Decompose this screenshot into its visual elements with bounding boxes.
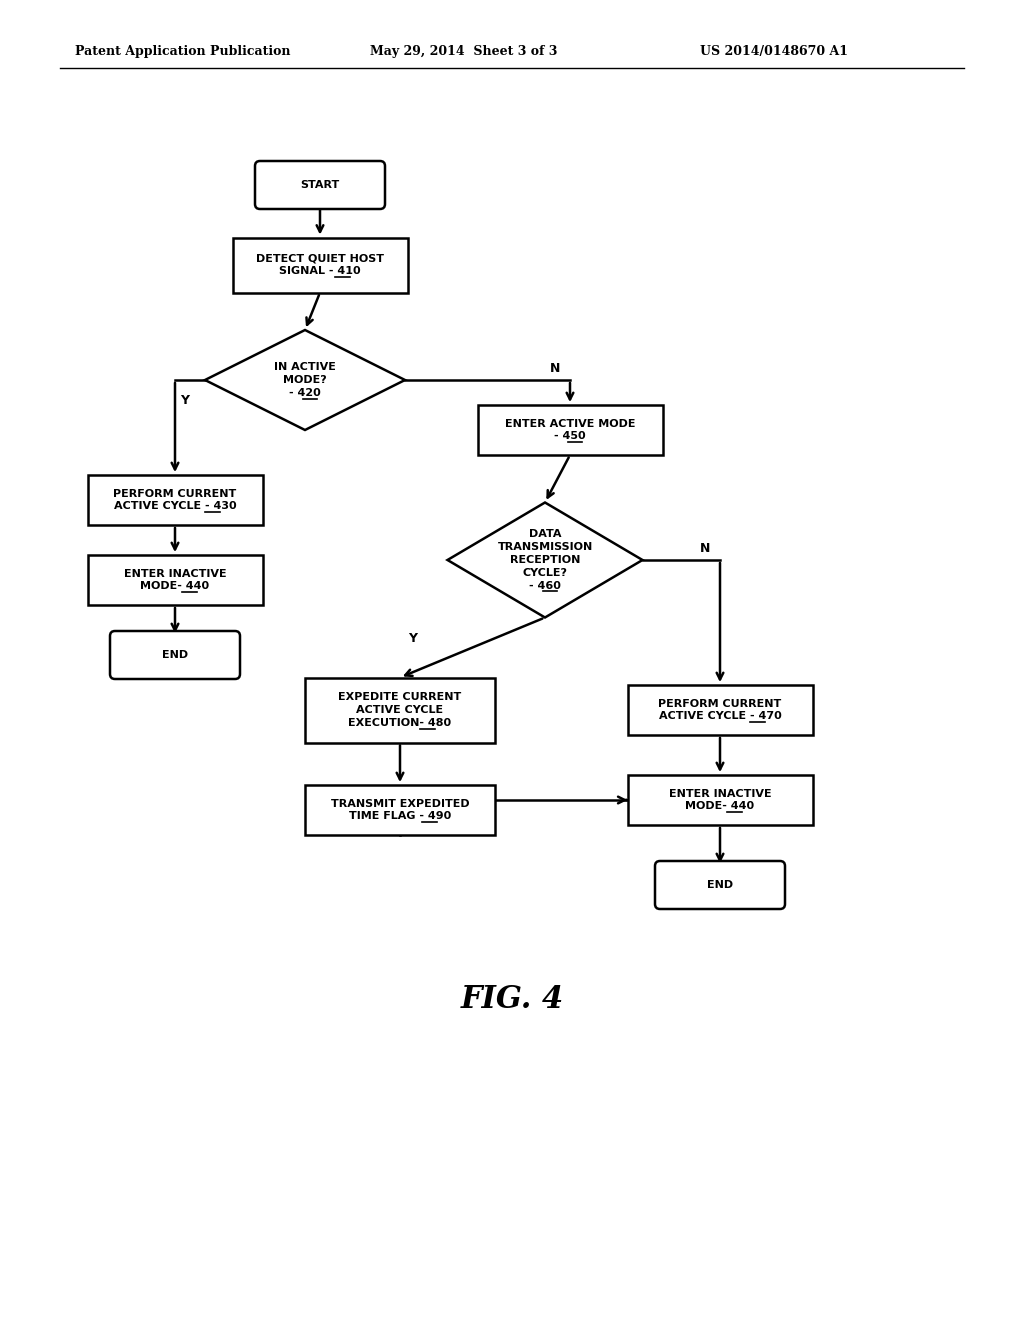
Text: - 450: - 450 [554, 432, 586, 441]
Text: CYCLE?: CYCLE? [522, 568, 567, 578]
Polygon shape [447, 503, 642, 618]
FancyBboxPatch shape [628, 685, 812, 735]
Text: IN ACTIVE: IN ACTIVE [274, 362, 336, 372]
Text: May 29, 2014  Sheet 3 of 3: May 29, 2014 Sheet 3 of 3 [370, 45, 557, 58]
Text: START: START [300, 180, 340, 190]
Polygon shape [205, 330, 406, 430]
Text: ENTER INACTIVE: ENTER INACTIVE [124, 569, 226, 578]
Text: Patent Application Publication: Patent Application Publication [75, 45, 291, 58]
FancyBboxPatch shape [255, 161, 385, 209]
Text: SIGNAL - 410: SIGNAL - 410 [280, 267, 360, 276]
FancyBboxPatch shape [628, 775, 812, 825]
Text: N: N [550, 362, 560, 375]
Text: - 420: - 420 [289, 388, 321, 397]
Text: N: N [699, 543, 710, 554]
Text: ACTIVE CYCLE: ACTIVE CYCLE [356, 705, 443, 715]
Text: PERFORM CURRENT: PERFORM CURRENT [114, 488, 237, 499]
FancyBboxPatch shape [305, 785, 495, 836]
FancyBboxPatch shape [305, 677, 495, 742]
Text: ENTER ACTIVE MODE: ENTER ACTIVE MODE [505, 418, 635, 429]
FancyBboxPatch shape [87, 554, 262, 605]
FancyBboxPatch shape [110, 631, 240, 678]
Text: MODE?: MODE? [283, 375, 327, 385]
Text: DETECT QUIET HOST: DETECT QUIET HOST [256, 253, 384, 264]
FancyBboxPatch shape [232, 238, 408, 293]
FancyBboxPatch shape [655, 861, 785, 909]
Text: MODE- 440: MODE- 440 [685, 801, 755, 812]
Text: MODE- 440: MODE- 440 [140, 581, 210, 591]
Text: END: END [707, 880, 733, 890]
Text: ACTIVE CYCLE - 430: ACTIVE CYCLE - 430 [114, 502, 237, 511]
Text: TIME FLAG - 490: TIME FLAG - 490 [349, 812, 452, 821]
Text: FIG. 4: FIG. 4 [461, 985, 563, 1015]
Text: Y: Y [180, 393, 189, 407]
Text: END: END [162, 649, 188, 660]
Text: Y: Y [408, 631, 417, 644]
Text: - 460: - 460 [529, 581, 561, 590]
Text: ENTER INACTIVE: ENTER INACTIVE [669, 788, 771, 799]
Text: TRANSMIT EXPEDITED: TRANSMIT EXPEDITED [331, 799, 469, 809]
FancyBboxPatch shape [477, 405, 663, 455]
Text: ACTIVE CYCLE - 470: ACTIVE CYCLE - 470 [658, 711, 781, 722]
FancyBboxPatch shape [87, 475, 262, 525]
Text: EXPEDITE CURRENT: EXPEDITE CURRENT [338, 692, 462, 702]
Text: TRANSMISSION: TRANSMISSION [498, 543, 593, 552]
Text: PERFORM CURRENT: PERFORM CURRENT [658, 698, 781, 709]
Text: EXECUTION- 480: EXECUTION- 480 [348, 718, 452, 727]
Text: DATA: DATA [528, 529, 561, 540]
Text: RECEPTION: RECEPTION [510, 554, 581, 565]
Text: US 2014/0148670 A1: US 2014/0148670 A1 [700, 45, 848, 58]
